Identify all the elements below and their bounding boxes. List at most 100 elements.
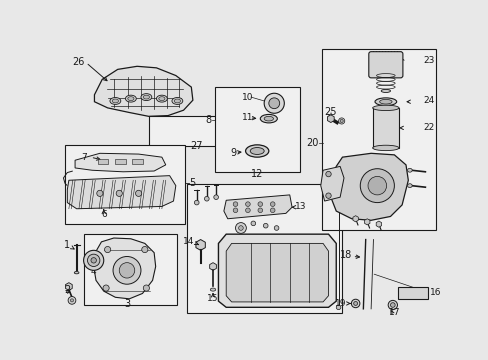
Circle shape: [135, 190, 142, 197]
Circle shape: [360, 169, 393, 203]
Bar: [148, 116, 222, 145]
Ellipse shape: [407, 168, 411, 172]
Circle shape: [325, 193, 330, 198]
FancyBboxPatch shape: [368, 52, 402, 78]
Text: 5: 5: [189, 178, 195, 188]
Ellipse shape: [372, 145, 398, 150]
Ellipse shape: [178, 124, 186, 127]
Text: 14: 14: [183, 237, 194, 246]
Bar: [115, 159, 126, 164]
Bar: [397, 287, 427, 299]
Bar: [321, 49, 435, 230]
Bar: [97, 159, 108, 164]
Text: 17: 17: [388, 308, 399, 317]
Text: 16: 16: [429, 288, 441, 297]
Circle shape: [270, 202, 274, 206]
Circle shape: [113, 256, 141, 284]
Circle shape: [116, 190, 122, 197]
Ellipse shape: [172, 98, 183, 104]
Ellipse shape: [407, 184, 411, 188]
Circle shape: [119, 263, 135, 278]
Ellipse shape: [127, 97, 134, 100]
Ellipse shape: [159, 97, 164, 100]
Circle shape: [194, 200, 199, 205]
Text: 20: 20: [305, 138, 318, 148]
Ellipse shape: [74, 271, 79, 274]
Text: 9: 9: [230, 148, 236, 158]
Ellipse shape: [198, 124, 206, 127]
Polygon shape: [364, 219, 369, 225]
Circle shape: [83, 250, 103, 270]
Circle shape: [233, 208, 237, 213]
Circle shape: [238, 226, 243, 230]
Text: 23: 23: [423, 56, 434, 65]
Circle shape: [104, 247, 110, 253]
Circle shape: [367, 176, 386, 195]
Ellipse shape: [167, 134, 176, 137]
Bar: [214, 87, 299, 172]
Circle shape: [97, 190, 103, 197]
Circle shape: [91, 258, 96, 263]
Text: 7: 7: [81, 153, 87, 162]
Text: 8: 8: [205, 115, 211, 125]
Ellipse shape: [260, 114, 277, 123]
Circle shape: [263, 223, 267, 228]
Circle shape: [387, 300, 397, 310]
Circle shape: [268, 98, 279, 109]
Text: 15: 15: [207, 294, 218, 303]
Polygon shape: [75, 153, 165, 172]
Text: 1: 1: [64, 240, 70, 250]
Polygon shape: [327, 115, 333, 122]
Circle shape: [245, 208, 250, 213]
Ellipse shape: [264, 116, 273, 121]
Circle shape: [258, 202, 262, 206]
Text: 25: 25: [324, 108, 336, 117]
Bar: [372, 108, 398, 148]
Ellipse shape: [164, 132, 179, 139]
Polygon shape: [352, 216, 358, 222]
Polygon shape: [320, 166, 343, 201]
Ellipse shape: [374, 98, 396, 105]
Ellipse shape: [381, 89, 390, 93]
Ellipse shape: [245, 145, 268, 157]
Circle shape: [103, 285, 109, 291]
Text: 26: 26: [72, 58, 84, 67]
Circle shape: [325, 171, 330, 177]
Text: 10: 10: [241, 93, 253, 102]
Ellipse shape: [195, 122, 209, 129]
Text: 19: 19: [334, 299, 346, 308]
Circle shape: [336, 305, 340, 310]
Circle shape: [270, 208, 274, 213]
Ellipse shape: [372, 105, 398, 111]
Text: 12: 12: [250, 169, 263, 179]
Circle shape: [250, 221, 255, 226]
Circle shape: [274, 226, 278, 230]
Polygon shape: [330, 153, 407, 220]
Text: 4: 4: [91, 267, 96, 276]
Bar: [132, 159, 143, 164]
Circle shape: [70, 299, 73, 302]
Text: 6: 6: [101, 210, 106, 219]
Circle shape: [142, 247, 148, 253]
Ellipse shape: [210, 288, 215, 291]
Bar: [84, 234, 177, 305]
Polygon shape: [209, 263, 216, 270]
Ellipse shape: [141, 94, 151, 100]
Circle shape: [245, 202, 250, 206]
Polygon shape: [196, 239, 205, 250]
Ellipse shape: [143, 95, 149, 99]
Polygon shape: [224, 195, 291, 219]
Circle shape: [338, 118, 344, 124]
Polygon shape: [65, 283, 72, 291]
Ellipse shape: [112, 99, 118, 103]
Circle shape: [390, 303, 394, 307]
Text: 11: 11: [241, 113, 253, 122]
Circle shape: [68, 297, 76, 304]
Ellipse shape: [155, 122, 168, 129]
Circle shape: [353, 302, 357, 305]
Ellipse shape: [185, 132, 199, 139]
Ellipse shape: [110, 98, 121, 104]
Circle shape: [351, 299, 359, 308]
Text: 2: 2: [64, 285, 70, 294]
Polygon shape: [94, 238, 155, 299]
